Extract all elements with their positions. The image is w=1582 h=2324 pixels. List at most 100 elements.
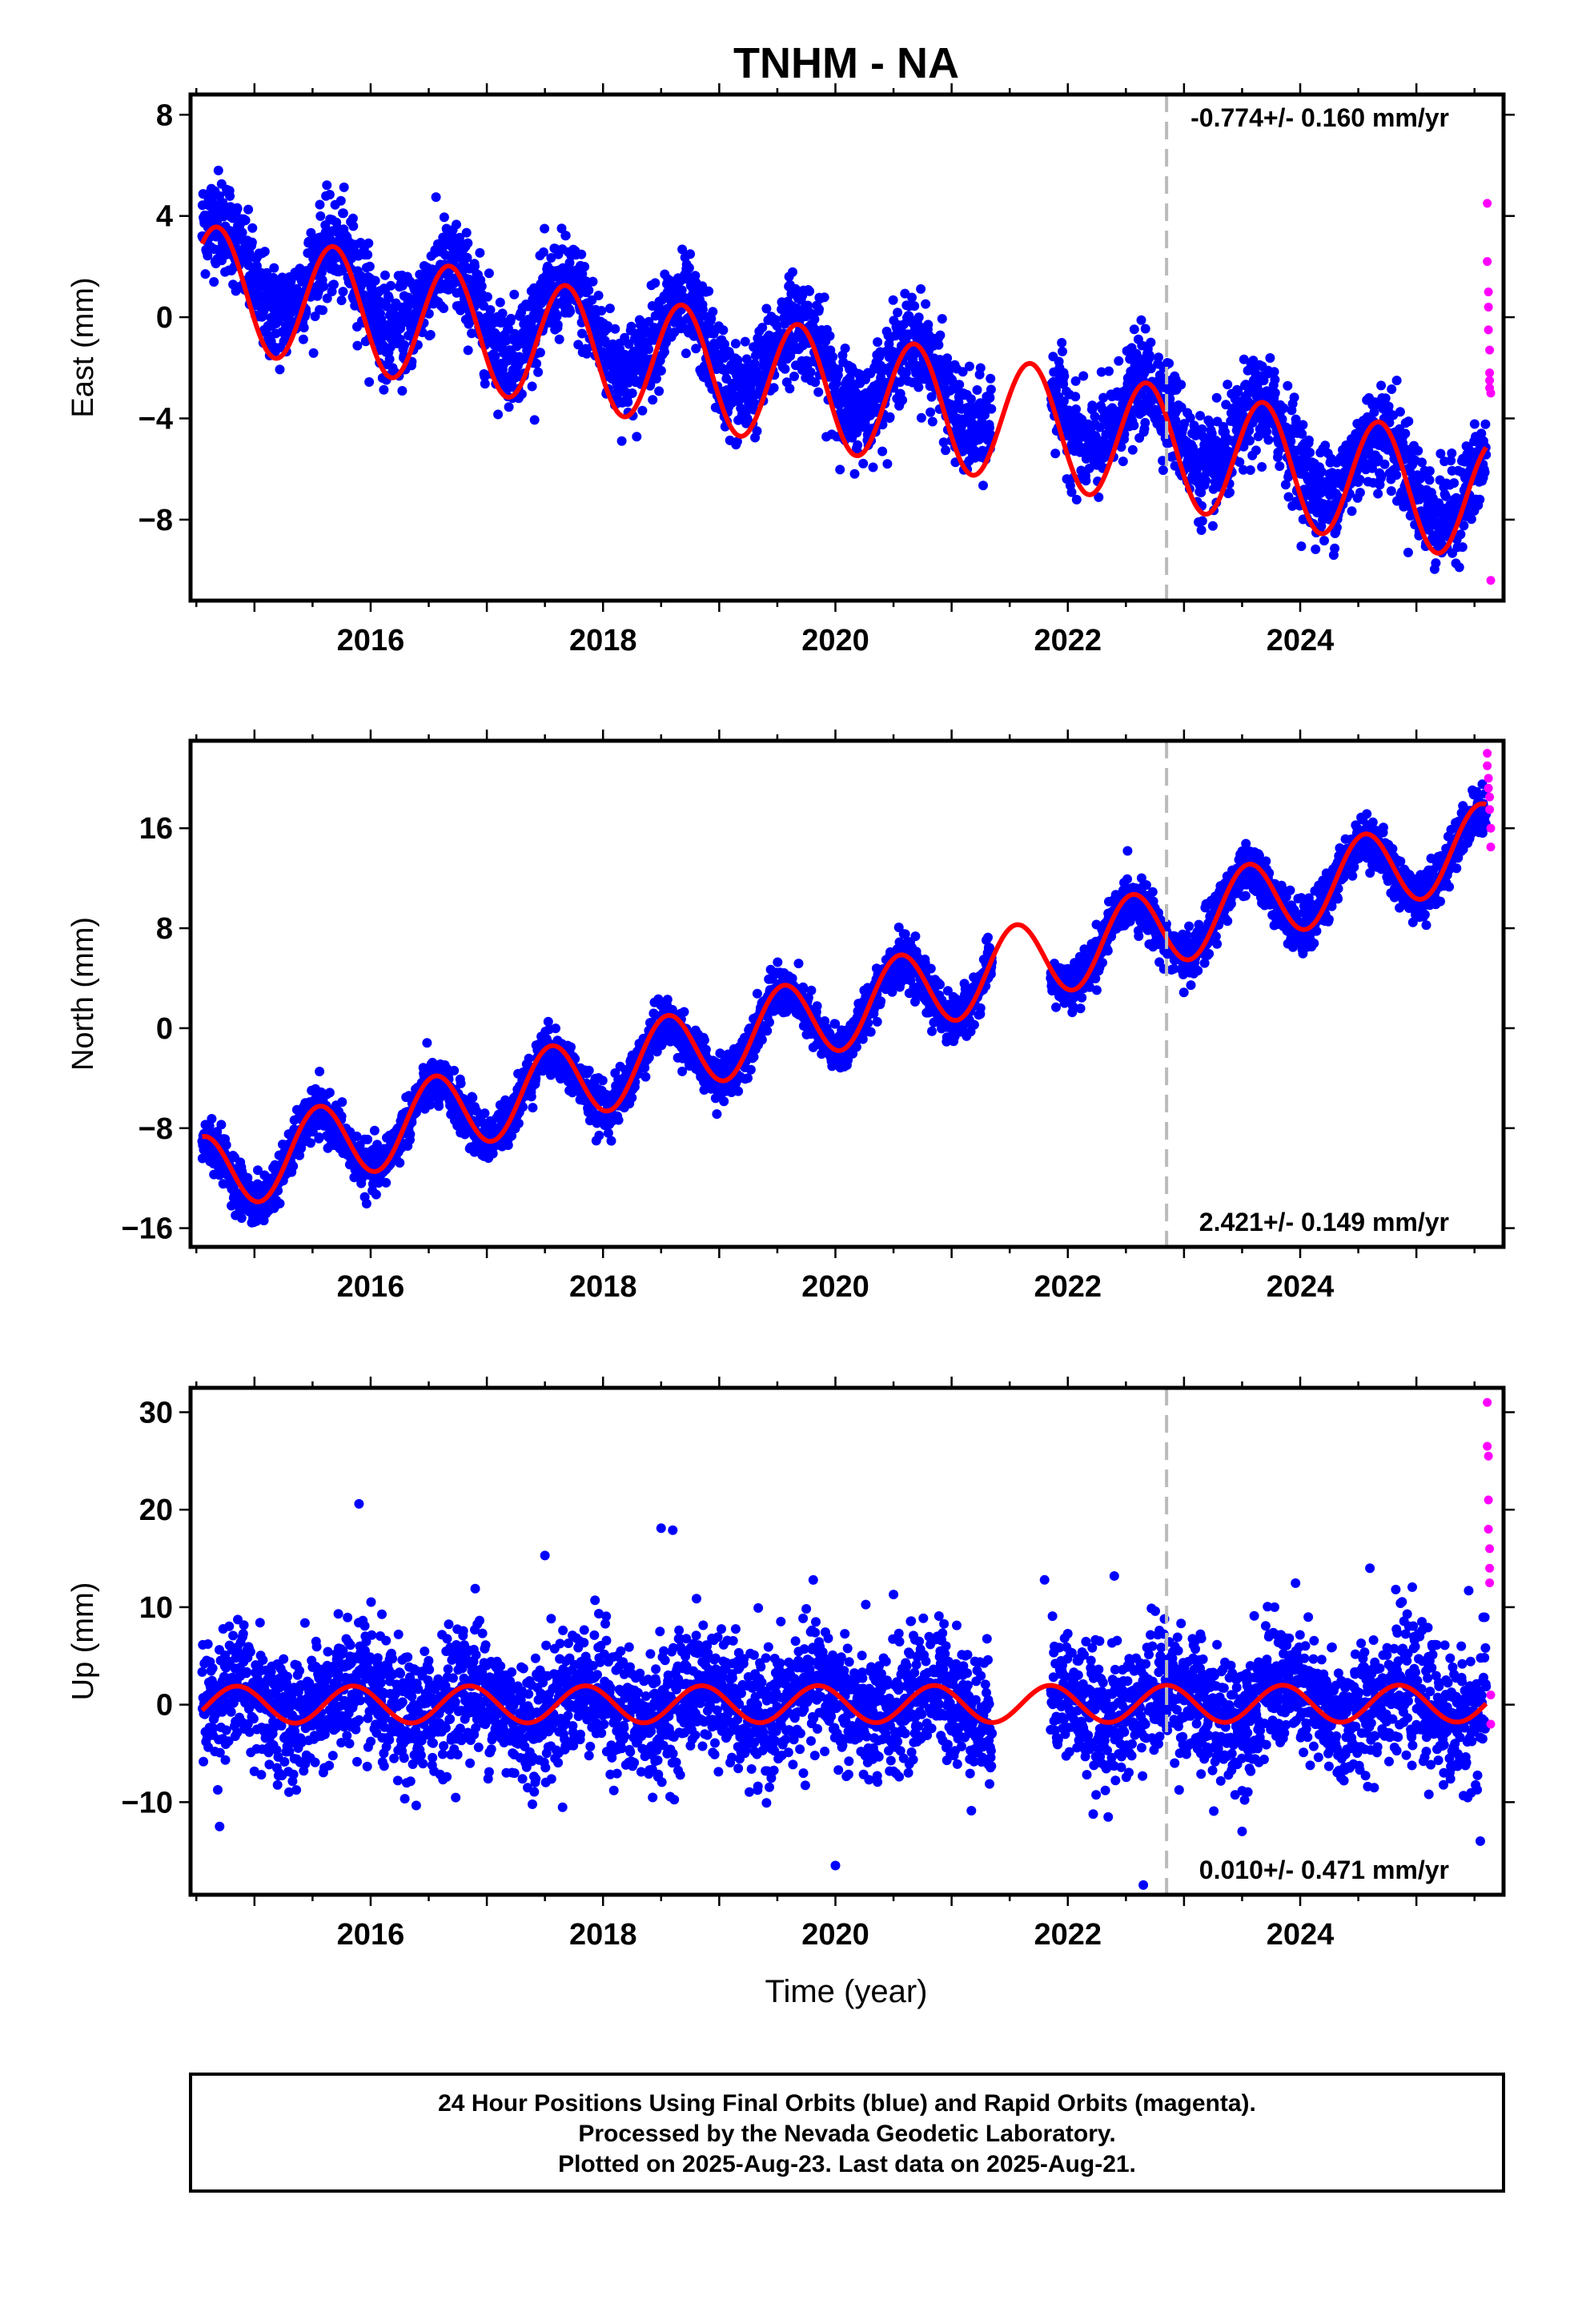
final-orbit-point xyxy=(1265,353,1275,363)
final-orbit-point xyxy=(937,314,947,324)
final-orbit-point xyxy=(364,377,375,387)
final-orbit-point xyxy=(888,295,898,305)
rapid-orbit-point xyxy=(1484,325,1493,335)
final-orbit-point xyxy=(1071,494,1082,505)
final-orbit-point xyxy=(463,238,473,248)
final-orbit-point xyxy=(772,320,782,331)
final-orbit-point xyxy=(913,382,924,392)
final-orbit-point xyxy=(584,285,594,296)
final-orbit-point xyxy=(319,281,329,292)
final-orbit-point xyxy=(387,306,398,316)
final-orbit-point xyxy=(740,336,750,347)
final-orbit-point xyxy=(1154,352,1163,363)
final-orbit-point xyxy=(828,352,838,362)
x-tick-label: 2024 xyxy=(1267,624,1335,657)
final-orbit-point xyxy=(1369,407,1379,417)
final-orbit-point xyxy=(1413,445,1423,456)
final-orbit-point xyxy=(1087,404,1098,414)
final-orbit-point xyxy=(732,436,742,447)
final-orbit-point xyxy=(336,296,347,306)
final-orbit-point xyxy=(1098,392,1109,403)
final-orbit-point xyxy=(322,293,332,304)
final-orbit-point xyxy=(1376,380,1387,391)
final-orbit-point xyxy=(620,349,630,360)
final-orbit-point xyxy=(1347,506,1357,517)
final-orbit-point xyxy=(1059,371,1070,381)
final-orbit-point xyxy=(923,320,934,330)
final-orbit-point xyxy=(1094,422,1105,432)
final-orbit-point xyxy=(209,277,219,287)
final-orbit-point xyxy=(1196,525,1207,535)
final-orbit-point xyxy=(835,464,845,475)
final-orbit-point xyxy=(363,1134,373,1144)
final-orbit-point xyxy=(464,274,474,284)
final-orbit-point xyxy=(596,306,607,316)
final-orbit-point xyxy=(476,281,487,292)
final-orbit-point xyxy=(211,231,221,242)
final-orbit-point xyxy=(1480,419,1491,429)
final-orbit-point xyxy=(400,340,410,350)
final-orbit-point xyxy=(788,267,797,277)
final-orbit-point xyxy=(237,227,247,238)
final-orbit-point xyxy=(651,373,661,384)
final-orbit-point xyxy=(247,237,257,247)
final-orbit-point xyxy=(1050,448,1061,459)
final-orbit-point xyxy=(1391,376,1402,386)
final-orbit-point xyxy=(1238,410,1248,420)
final-orbit-point xyxy=(1176,380,1186,390)
final-orbit-point xyxy=(926,392,937,402)
final-orbit-point xyxy=(1251,445,1261,456)
final-orbit-point xyxy=(1270,375,1280,385)
rapid-orbit-point xyxy=(1485,368,1495,378)
y-tick-label: −4 xyxy=(139,402,173,436)
final-orbit-point xyxy=(780,364,790,374)
final-orbit-point xyxy=(972,385,982,395)
final-orbit-point xyxy=(1296,541,1307,552)
final-orbit-point xyxy=(1376,471,1387,481)
final-orbit-point xyxy=(814,304,824,315)
final-orbit-point xyxy=(885,412,895,422)
final-orbit-point xyxy=(318,305,328,316)
final-orbit-point xyxy=(1311,544,1321,554)
final-orbit-point xyxy=(405,1129,416,1140)
final-orbit-point xyxy=(1239,354,1249,364)
final-orbit-point xyxy=(810,377,821,388)
final-orbit-point xyxy=(1424,475,1435,485)
final-orbit-point xyxy=(552,320,563,330)
final-orbit-point xyxy=(1176,402,1186,412)
final-orbit-point xyxy=(1270,388,1280,398)
final-orbit-point xyxy=(363,250,373,260)
final-orbit-point xyxy=(371,1189,381,1200)
final-orbit-point xyxy=(493,409,504,420)
final-orbit-point xyxy=(897,395,908,405)
final-orbit-point xyxy=(1207,521,1218,531)
final-orbit-point xyxy=(383,293,394,303)
final-orbit-point xyxy=(1449,478,1460,489)
final-orbit-point xyxy=(1480,467,1490,477)
final-orbit-point xyxy=(527,381,537,392)
rapid-orbit-point xyxy=(1484,302,1493,312)
final-orbit-point xyxy=(363,238,374,248)
final-orbit-point xyxy=(1447,448,1457,458)
final-orbit-point xyxy=(921,374,931,384)
final-orbit-point xyxy=(954,380,965,390)
rapid-orbit-point xyxy=(1485,376,1495,385)
final-orbit-point xyxy=(484,268,494,279)
final-orbit-point xyxy=(221,1140,231,1150)
rapid-orbit-point xyxy=(1484,287,1493,296)
final-orbit-point xyxy=(648,395,658,405)
final-orbit-point xyxy=(741,354,752,364)
final-orbit-point xyxy=(1136,315,1146,325)
final-orbit-point xyxy=(868,462,878,472)
final-orbit-point xyxy=(256,281,266,292)
final-orbit-point xyxy=(1233,386,1243,396)
final-orbit-point xyxy=(352,340,363,351)
final-orbit-point xyxy=(1235,457,1245,467)
final-orbit-point xyxy=(677,285,687,296)
final-orbit-point xyxy=(480,1108,490,1119)
final-orbit-point xyxy=(329,279,339,290)
final-orbit-point xyxy=(659,347,669,357)
final-orbit-point xyxy=(1070,392,1081,402)
final-orbit-point xyxy=(681,348,691,359)
